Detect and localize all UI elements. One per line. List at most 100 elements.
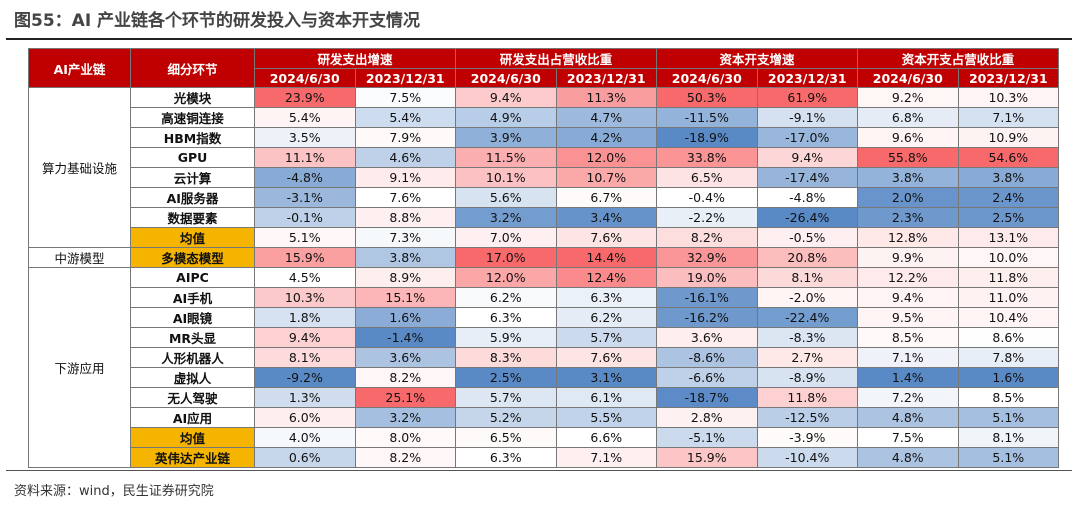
- header-period: 2024/6/30: [254, 68, 356, 88]
- value-cell: -8.6%: [656, 346, 758, 368]
- value-cell: -2.2%: [656, 206, 758, 228]
- header-period: 2023/12/31: [756, 68, 859, 88]
- value-cell: -9.1%: [756, 107, 859, 128]
- value-cell: 5.1%: [254, 226, 356, 248]
- value-cell: 11.8%: [957, 266, 1060, 288]
- value-cell: 0.6%: [254, 446, 356, 468]
- header-period: 2024/6/30: [857, 68, 959, 88]
- table-row: 均值 4.0% 8.0% 6.5% 6.6% -5.1% -3.9% 7.5% 8.1%: [29, 426, 1060, 448]
- data-table: AI产业链 细分环节 研发支出增速 研发支出占营收比重 资本开支增速 资本开支占营收比…: [28, 48, 1060, 468]
- value-cell: 8.2%: [354, 366, 457, 388]
- figure-title: 图55：AI 产业链各个环节的研发投入与资本开支情况: [14, 11, 421, 31]
- value-cell: 7.5%: [354, 87, 457, 108]
- value-cell: 11.3%: [555, 87, 658, 108]
- value-cell: 61.9%: [756, 87, 859, 108]
- value-cell: -4.8%: [756, 186, 859, 208]
- value-cell: 3.5%: [254, 127, 356, 148]
- value-cell: 8.5%: [957, 386, 1060, 408]
- value-cell: 15.1%: [354, 286, 457, 308]
- chain-group-label: 算力基础设施: [28, 87, 131, 248]
- source-note: 资料来源：wind，民生证券研究院: [14, 484, 214, 499]
- table-row: 英伟达产业链 0.6% 8.2% 6.3% 7.1% 15.9% -10.4% 4.8% 5.1…: [29, 446, 1060, 468]
- value-cell: 8.8%: [354, 206, 457, 228]
- segment-label: AI手机: [130, 286, 255, 308]
- value-cell: 5.6%: [455, 186, 557, 208]
- segment-label: 数据要素: [130, 206, 255, 228]
- value-cell: 7.0%: [455, 226, 557, 248]
- value-cell: 12.4%: [555, 266, 658, 288]
- header-period: 2023/12/31: [354, 68, 457, 88]
- table-row: AI手机 10.3% 15.1% 6.2% 6.3% -16.1% -2.0% 9.4% 11.…: [29, 286, 1060, 308]
- value-cell: 3.4%: [555, 206, 658, 228]
- value-cell: 4.6%: [354, 147, 457, 168]
- value-cell: 1.8%: [254, 306, 356, 328]
- table-row: AI应用 6.0% 3.2% 5.2% 5.5% 2.8% -12.5% 4.8% 5.1%: [29, 406, 1060, 428]
- value-cell: 6.3%: [555, 286, 658, 308]
- segment-label: 均值: [130, 226, 255, 248]
- table-row: 人形机器人 8.1% 3.6% 8.3% 7.6% -8.6% 2.7% 7.1% 7.8%: [29, 346, 1060, 368]
- value-cell: 5.9%: [455, 326, 557, 348]
- value-cell: -22.4%: [756, 306, 859, 328]
- segment-label: 英伟达产业链: [130, 446, 255, 468]
- chain-group-label: 中游模型: [28, 246, 131, 268]
- value-cell: 7.5%: [857, 426, 959, 448]
- table-row: AI服务器 -3.1% 7.6% 5.6% 6.7% -0.4% -4.8% 2.0% 2.4%: [29, 186, 1060, 208]
- value-cell: 9.4%: [254, 326, 356, 348]
- value-cell: 11.1%: [254, 147, 356, 168]
- value-cell: 4.0%: [254, 426, 356, 448]
- value-cell: 3.2%: [455, 206, 557, 228]
- segment-label: MR头显: [130, 326, 255, 348]
- value-cell: 33.8%: [656, 147, 758, 168]
- header-segment: 细分环节: [130, 48, 255, 88]
- value-cell: 7.6%: [555, 226, 658, 248]
- value-cell: 3.6%: [656, 326, 758, 348]
- value-cell: -0.1%: [254, 206, 356, 228]
- segment-label: 云计算: [130, 166, 255, 188]
- value-cell: 6.3%: [455, 446, 557, 468]
- value-cell: 10.7%: [555, 166, 658, 188]
- table-row: 下游应用 AIPC 4.5% 8.9% 12.0% 12.4% 19.0% 8.1% 12.2%…: [28, 266, 1060, 468]
- value-cell: 7.1%: [555, 446, 658, 468]
- value-cell: 15.9%: [254, 246, 356, 268]
- value-cell: -3.1%: [254, 186, 356, 208]
- segment-label: AIPC: [130, 266, 255, 288]
- value-cell: -8.3%: [756, 326, 859, 348]
- value-cell: 10.3%: [957, 87, 1060, 108]
- value-cell: 7.1%: [857, 346, 959, 368]
- value-cell: 6.2%: [455, 286, 557, 308]
- value-cell: -6.6%: [656, 366, 758, 388]
- value-cell: -5.1%: [656, 426, 758, 448]
- header-period: 2023/12/31: [555, 68, 658, 88]
- value-cell: -16.1%: [656, 286, 758, 308]
- value-cell: 7.2%: [857, 386, 959, 408]
- value-cell: 3.8%: [957, 166, 1060, 188]
- value-cell: 9.9%: [857, 246, 959, 268]
- value-cell: 4.9%: [455, 107, 557, 128]
- value-cell: -10.4%: [756, 446, 859, 468]
- value-cell: 8.9%: [354, 266, 457, 288]
- table-row: GPU 11.1% 4.6% 11.5% 12.0% 33.8% 9.4% 55.8% 54.6…: [29, 147, 1060, 168]
- value-cell: 2.8%: [656, 406, 758, 428]
- value-cell: 2.5%: [455, 366, 557, 388]
- value-cell: 6.3%: [455, 306, 557, 328]
- value-cell: 2.3%: [857, 206, 959, 228]
- value-cell: 10.1%: [455, 166, 557, 188]
- value-cell: 10.4%: [957, 306, 1060, 328]
- value-cell: -8.9%: [756, 366, 859, 388]
- value-cell: 8.0%: [354, 426, 457, 448]
- table-row: AI眼镜 1.8% 1.6% 6.3% 6.2% -16.2% -22.4% 9.5% 10.4…: [29, 306, 1060, 328]
- table-row: HBM指数 3.5% 7.9% 3.9% 4.2% -18.9% -17.0% 9.6% 10.…: [29, 127, 1060, 148]
- value-cell: 13.1%: [957, 226, 1060, 248]
- value-cell: -4.8%: [254, 166, 356, 188]
- header-group: 研发支出占营收比重: [455, 48, 658, 69]
- value-cell: 5.7%: [455, 386, 557, 408]
- value-cell: 7.9%: [354, 127, 457, 148]
- value-cell: 14.4%: [555, 246, 658, 268]
- value-cell: 2.5%: [957, 206, 1060, 228]
- segment-label: 无人驾驶: [130, 386, 255, 408]
- value-cell: -17.0%: [756, 127, 859, 148]
- table-row: 算力基础设施 光模块 23.9% 7.5% 9.4% 11.3% 50.3% 61.9% 9.2…: [28, 87, 1060, 248]
- segment-label: 虚拟人: [130, 366, 255, 388]
- value-cell: 11.0%: [957, 286, 1060, 308]
- header-group: 资本开支增速: [656, 48, 859, 69]
